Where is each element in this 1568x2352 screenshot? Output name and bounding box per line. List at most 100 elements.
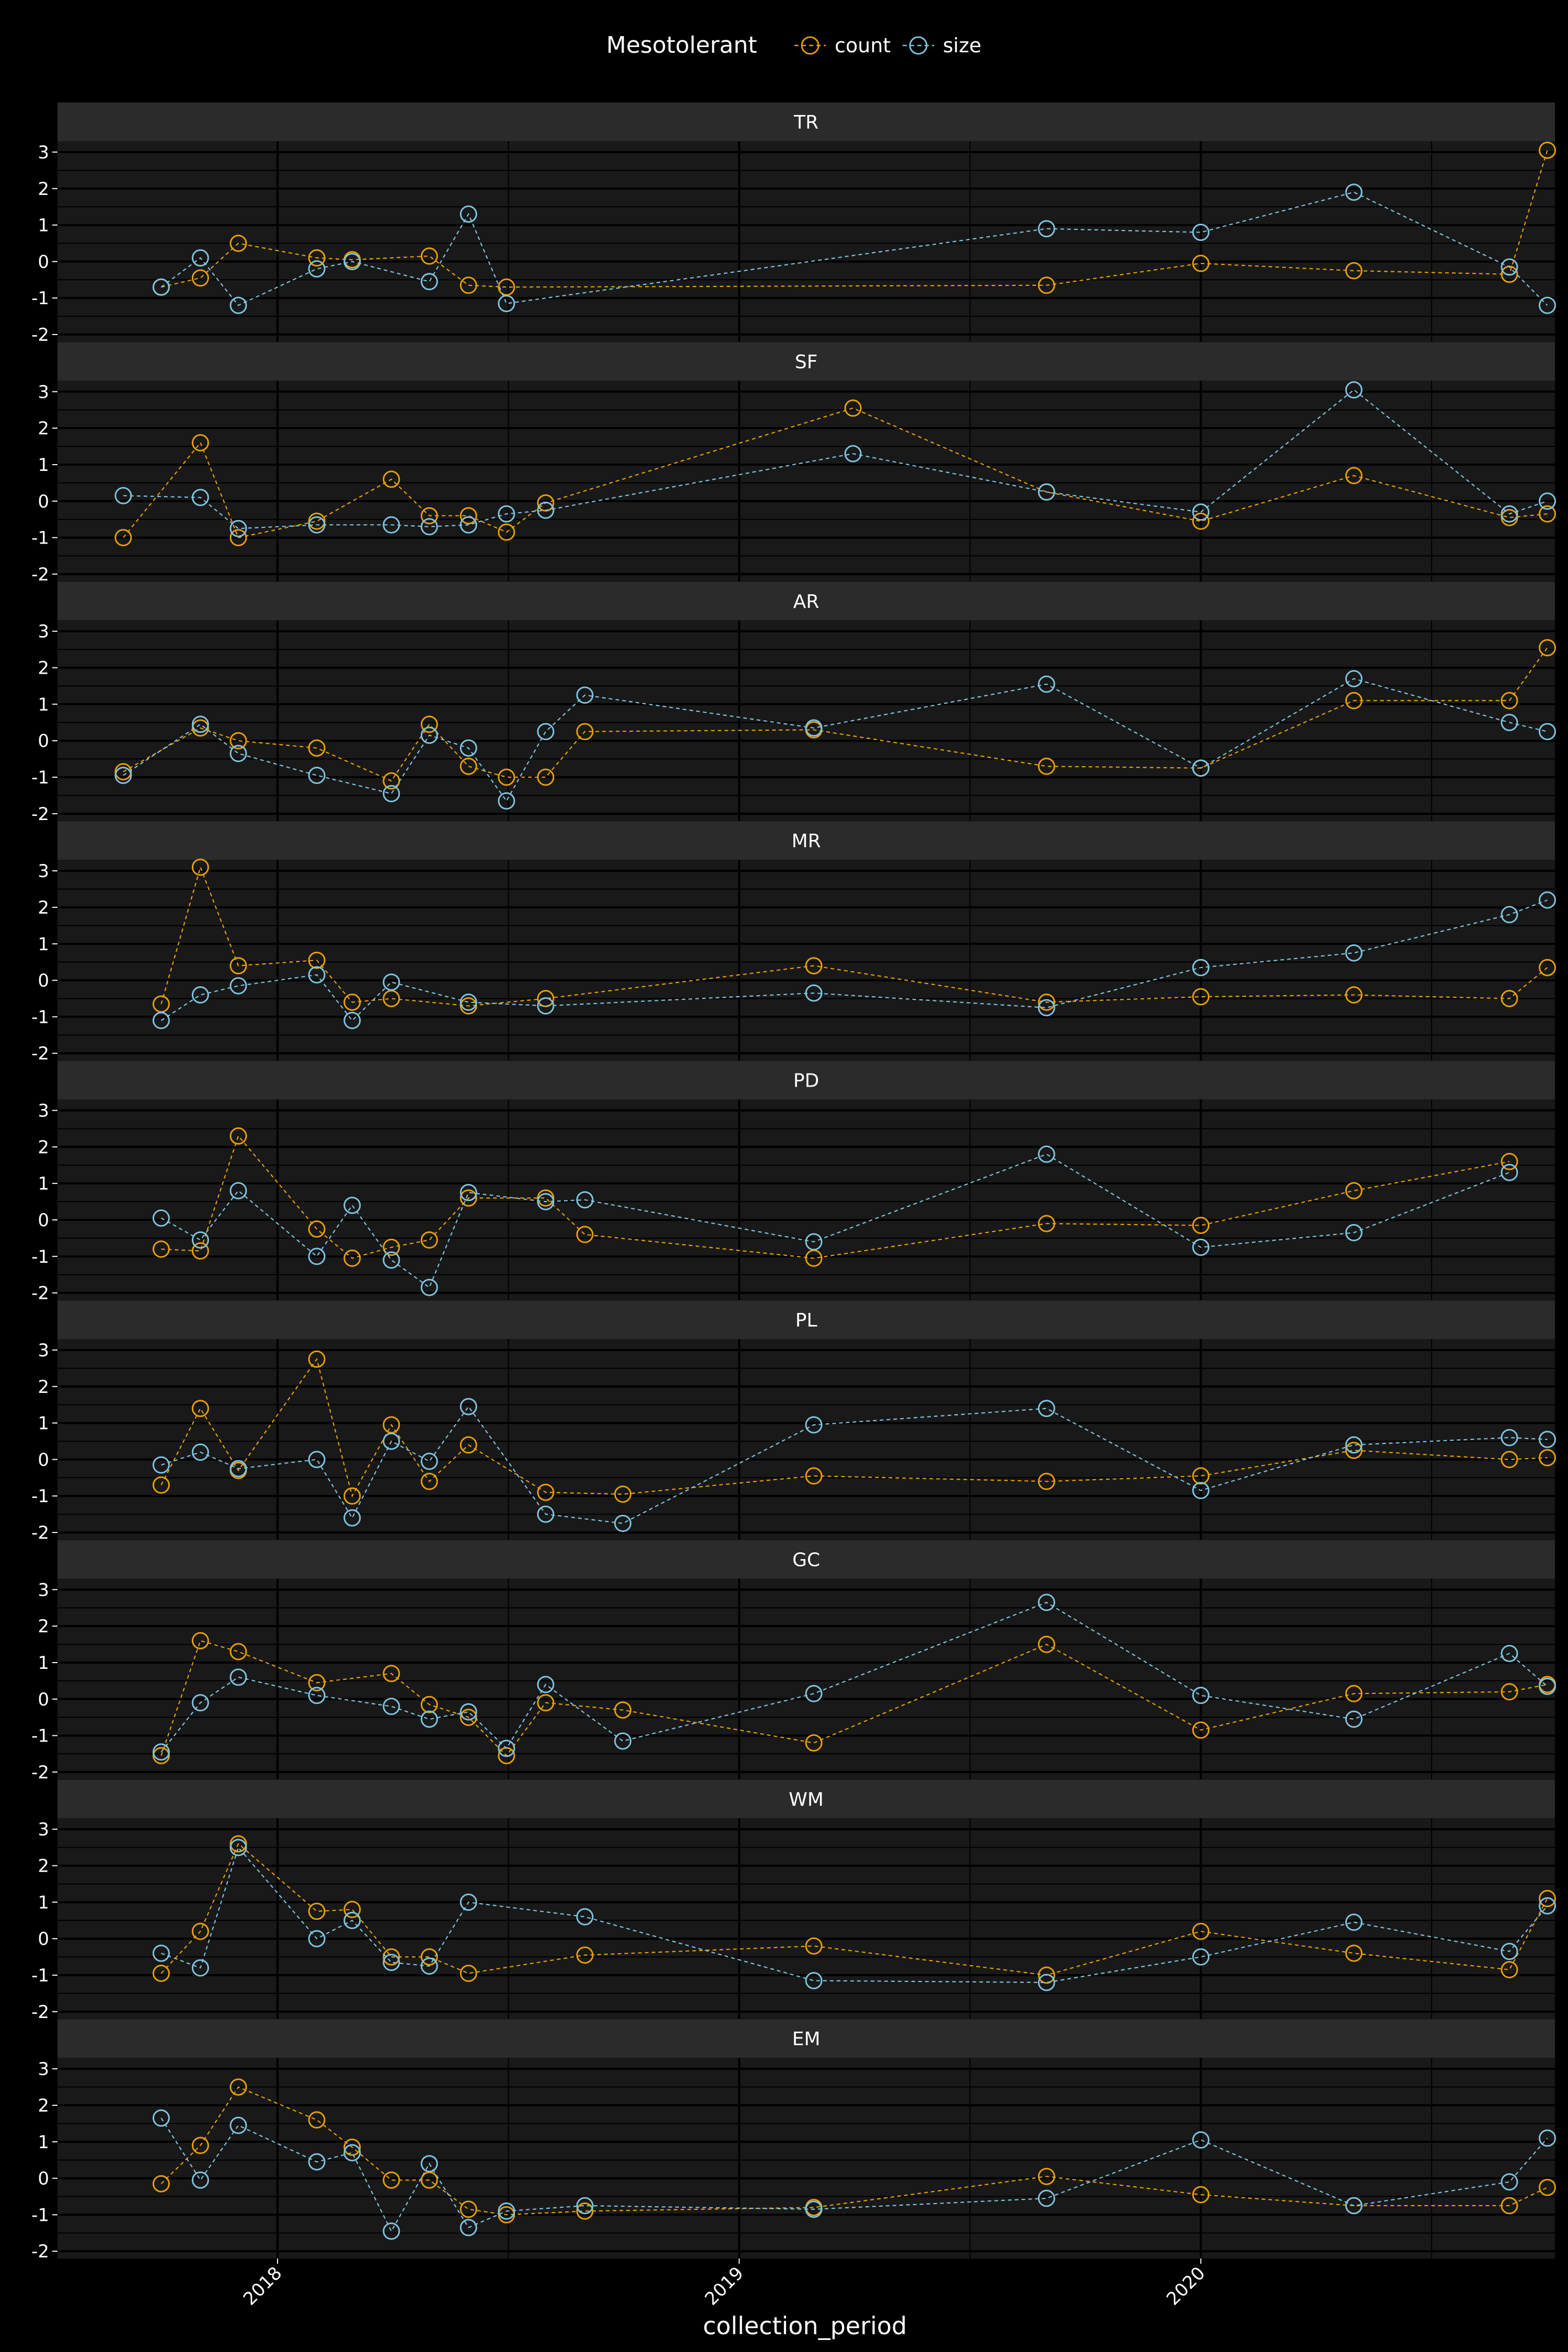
data-point-size bbox=[343, 1911, 361, 1929]
y-tick-label: 1 bbox=[38, 1173, 49, 1194]
y-tick-label: -2 bbox=[31, 2241, 49, 2262]
data-point-count bbox=[1501, 1961, 1518, 1978]
y-tick-label: 0 bbox=[38, 2169, 49, 2189]
data-point-size bbox=[1192, 503, 1209, 521]
data-point-count bbox=[1192, 2186, 1209, 2204]
data-point-count bbox=[420, 1948, 438, 1966]
data-point-size bbox=[383, 1251, 400, 1269]
legend-title: Mesotolerant bbox=[606, 32, 757, 59]
data-point-size bbox=[343, 252, 361, 270]
data-point-count bbox=[152, 1965, 170, 1982]
panel-MR: MR -2 -1 0 1 2 3 bbox=[31, 821, 1556, 1064]
data-point-count bbox=[1345, 1442, 1363, 1459]
data-point-size bbox=[383, 516, 400, 534]
data-point-size bbox=[1192, 224, 1209, 241]
data-point-count bbox=[1037, 1635, 1055, 1653]
panel-background-EM bbox=[57, 2058, 1555, 2259]
data-point-size bbox=[1501, 906, 1518, 924]
data-point-count bbox=[229, 957, 247, 975]
data-point-size bbox=[537, 501, 555, 519]
data-point-size bbox=[537, 1505, 555, 1523]
data-point-count bbox=[308, 739, 326, 757]
panel-background-TR bbox=[57, 141, 1555, 342]
data-point-size bbox=[308, 1450, 326, 1468]
data-point-count bbox=[191, 434, 209, 452]
data-point-count bbox=[1192, 1922, 1209, 1940]
y-tick-label: 3 bbox=[38, 142, 49, 163]
legend-entry-count: count bbox=[794, 34, 891, 57]
data-point-size bbox=[1539, 891, 1556, 909]
data-point-size bbox=[1037, 1145, 1055, 1163]
data-point-size bbox=[191, 249, 209, 267]
data-point-size bbox=[1539, 1677, 1556, 1695]
data-point-size bbox=[805, 1685, 823, 1702]
data-point-count bbox=[459, 1709, 477, 1726]
data-point-size bbox=[308, 260, 326, 278]
y-tick-label: 3 bbox=[38, 382, 49, 402]
data-point-size bbox=[537, 723, 555, 741]
data-point-count bbox=[498, 2206, 515, 2223]
data-point-size bbox=[498, 505, 515, 523]
data-point-size bbox=[308, 516, 326, 534]
data-point-count bbox=[1539, 1889, 1556, 1907]
strip-MR bbox=[57, 821, 1555, 860]
data-point-count bbox=[343, 2138, 361, 2156]
legend-key-marker-count bbox=[801, 36, 820, 55]
strip-label-AR: AR bbox=[793, 591, 820, 613]
series-line-size bbox=[161, 1846, 1548, 1984]
y-tick-label: 0 bbox=[38, 251, 49, 272]
data-point-count bbox=[1192, 988, 1209, 1006]
data-point-count bbox=[537, 1483, 555, 1501]
data-point-count bbox=[1192, 1467, 1209, 1485]
y-tick-label: 2 bbox=[38, 1137, 49, 1158]
data-point-size bbox=[343, 1196, 361, 1214]
data-point-count bbox=[383, 1238, 400, 1256]
data-point-size bbox=[1539, 723, 1556, 741]
data-point-count bbox=[1037, 757, 1055, 775]
y-tick-label: 2 bbox=[38, 1377, 49, 1398]
data-point-count bbox=[1539, 142, 1556, 159]
data-point-count bbox=[191, 1632, 209, 1650]
data-point-size bbox=[1037, 220, 1055, 238]
data-point-count bbox=[1345, 1182, 1363, 1200]
legend-entry-size: size bbox=[903, 34, 982, 57]
data-point-count bbox=[1345, 1944, 1363, 1962]
series-line-size bbox=[160, 1601, 1548, 1753]
data-point-size bbox=[420, 1452, 438, 1470]
data-point-size bbox=[459, 205, 477, 223]
data-point-count bbox=[1192, 255, 1209, 272]
data-point-size bbox=[229, 1182, 247, 1200]
data-point-size bbox=[1345, 381, 1363, 399]
series-line-count bbox=[160, 1357, 1548, 1498]
y-tick-label: 1 bbox=[38, 694, 49, 715]
panel-AR: AR -2 -1 0 1 2 3 bbox=[31, 581, 1556, 825]
data-point-count bbox=[1037, 2167, 1055, 2185]
data-point-count bbox=[191, 858, 209, 876]
data-point-size bbox=[459, 2219, 477, 2236]
data-point-size bbox=[308, 1687, 326, 1704]
series-line-count bbox=[160, 1842, 1548, 1976]
strip-WM bbox=[57, 1779, 1555, 1818]
y-tick-label: -1 bbox=[31, 288, 49, 309]
data-point-count bbox=[308, 1220, 326, 1238]
panel-background-PL bbox=[57, 1339, 1555, 1540]
data-point-count bbox=[1539, 1449, 1556, 1467]
data-point-count bbox=[114, 529, 132, 547]
data-point-size bbox=[1192, 2131, 1209, 2149]
data-point-count bbox=[343, 994, 361, 1011]
data-point-count bbox=[308, 1903, 326, 1920]
data-point-size bbox=[844, 445, 862, 463]
data-point-size bbox=[1345, 1224, 1363, 1241]
data-point-size bbox=[229, 520, 247, 537]
data-point-size bbox=[1501, 713, 1518, 731]
series-line-size bbox=[160, 2117, 1548, 2233]
data-point-size bbox=[1539, 492, 1556, 510]
panel-background-PD bbox=[57, 1099, 1555, 1300]
data-point-size bbox=[576, 1908, 594, 1926]
y-tick-label: -2 bbox=[31, 1043, 49, 1064]
data-point-size bbox=[498, 295, 515, 313]
data-point-size bbox=[1192, 1948, 1209, 1966]
data-point-count bbox=[1037, 1215, 1055, 1232]
data-point-size bbox=[1037, 1594, 1055, 1611]
data-point-count bbox=[1539, 639, 1556, 656]
